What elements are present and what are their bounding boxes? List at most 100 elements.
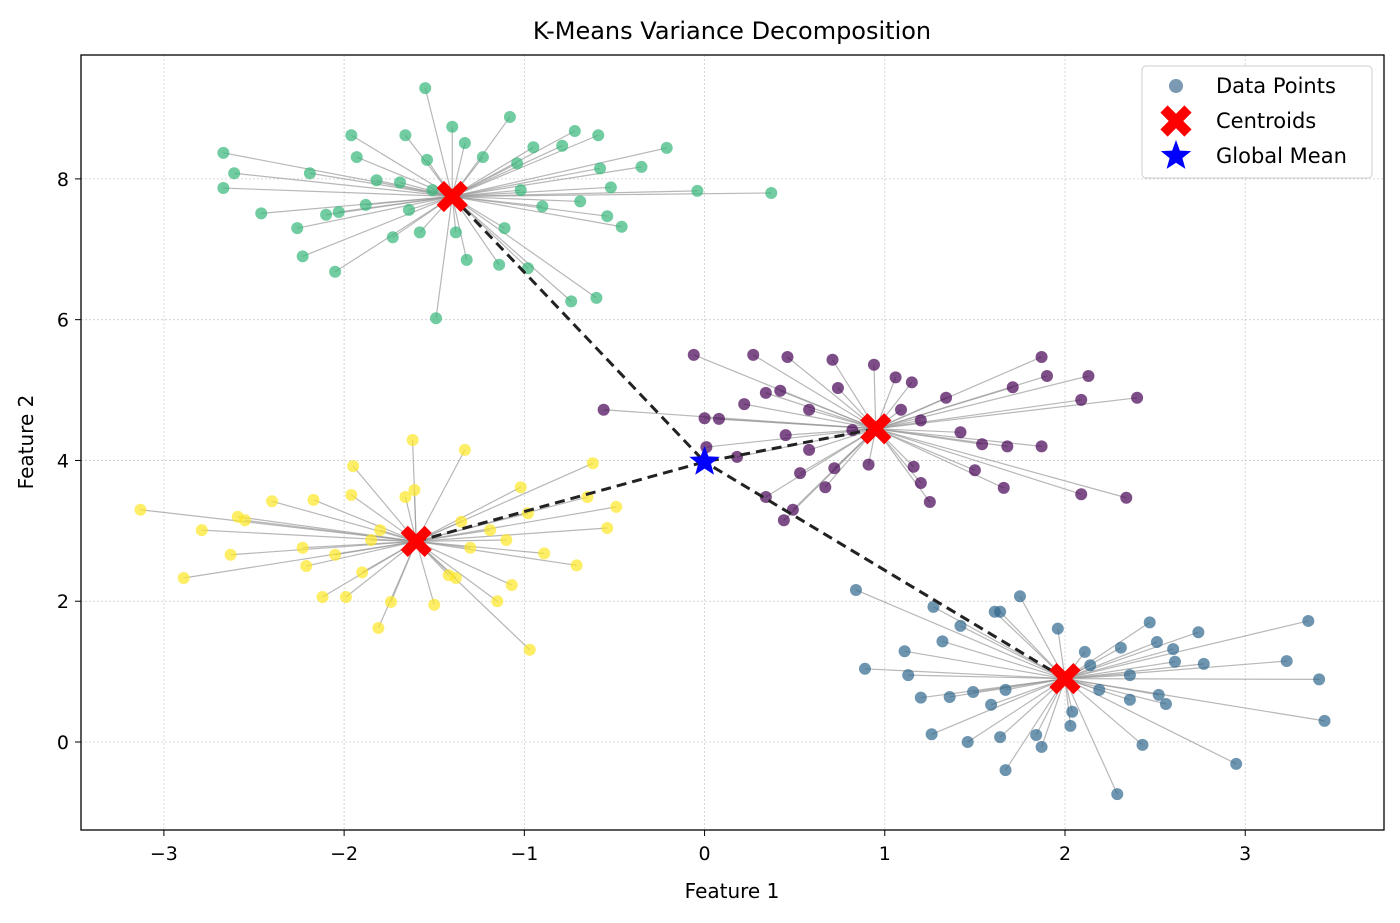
within-cluster-line [1064,660,1287,680]
within-cluster-line [808,428,876,451]
within-cluster-line [875,397,1138,430]
within-cluster-line [452,186,611,198]
data-point [421,153,434,166]
data-point [967,686,980,699]
data-point [759,386,772,399]
data-point [1001,440,1014,453]
x-tick-label: 0 [699,843,711,865]
within-cluster-line [1041,678,1066,748]
data-point [1131,391,1144,404]
data-point [300,560,313,573]
within-cluster-line [416,539,507,542]
between-cluster-line [415,460,705,543]
data-point [303,167,316,180]
within-cluster-line [1064,631,1199,680]
data-point [601,210,614,223]
data-point [604,181,617,194]
data-point [936,635,949,648]
data-point [370,174,383,187]
y-tick-label: 4 [57,450,69,472]
within-cluster-line [875,375,1089,430]
data-point [999,683,1012,696]
data-point [1192,626,1205,639]
data-point [826,353,839,366]
data-point [954,619,967,632]
within-cluster-line [1064,678,1118,795]
data-point [1318,714,1331,727]
legend-x-icon [1160,105,1192,137]
legend: Data Points Centroids Global Mean [1141,65,1373,179]
data-point [610,500,623,513]
within-cluster-line [302,195,453,257]
plot-frame [80,54,1385,831]
within-cluster-line [1064,648,1174,680]
data-point [803,443,816,456]
data-point [393,176,406,189]
centroid-marker [860,413,892,445]
data-point [134,503,147,516]
data-point [428,598,441,611]
within-cluster-line [875,428,961,433]
x-tick-label: −1 [510,843,538,865]
x-axis-label: Feature 1 [685,879,780,903]
data-point [828,462,841,475]
data-point [1035,440,1048,453]
data-point [320,208,333,221]
global-mean-marker [689,445,720,475]
within-cluster-line [416,529,491,542]
within-cluster-line [413,489,417,542]
data-point [867,358,880,371]
y-tick-label: 8 [57,169,69,191]
data-point [781,350,794,363]
x-tick-label: −2 [330,843,358,865]
x-tick-label: 3 [1239,843,1251,865]
data-point [940,391,953,404]
data-point [372,621,385,634]
data-point [925,728,938,741]
within-cluster-line [1005,678,1066,771]
within-cluster-line [1065,678,1320,680]
within-cluster-line [1064,678,1237,765]
data-point [442,569,455,582]
data-point [446,120,459,133]
data-point [819,481,832,494]
centroid-marker [400,525,432,558]
data-point [527,141,540,154]
x-tick-label: 2 [1059,843,1071,865]
data-point [961,736,974,749]
data-point [712,412,725,425]
within-cluster-line [875,428,1127,499]
within-cluster-line [904,650,1066,680]
data-point [914,691,927,704]
data-point [359,198,372,211]
data-point [347,460,360,473]
data-point [777,514,790,527]
data-point [803,403,816,416]
data-point [570,559,583,572]
grid [81,55,1384,830]
data-point [914,414,927,427]
legend-star-icon [1160,140,1192,169]
data-point [738,398,751,411]
data-point [1159,698,1172,711]
data-point [997,481,1010,494]
within-cluster-line [223,152,453,198]
centroid-marker [436,180,468,213]
data-point [505,579,518,592]
within-cluster-line [1064,678,1159,696]
y-axis-ticks: 0 2 4 6 8 [57,169,81,754]
data-point [1114,641,1127,654]
legend-data-points-marker [1169,79,1183,93]
data-point [386,231,399,244]
data-point [458,443,471,456]
data-point [500,533,513,546]
within-cluster-line [415,540,512,586]
within-cluster-line [416,527,608,542]
data-point [687,348,700,361]
data-point [586,457,599,470]
data-point [1006,381,1019,394]
within-cluster-line [435,196,453,319]
data-point [384,595,397,608]
data-point [765,186,778,199]
